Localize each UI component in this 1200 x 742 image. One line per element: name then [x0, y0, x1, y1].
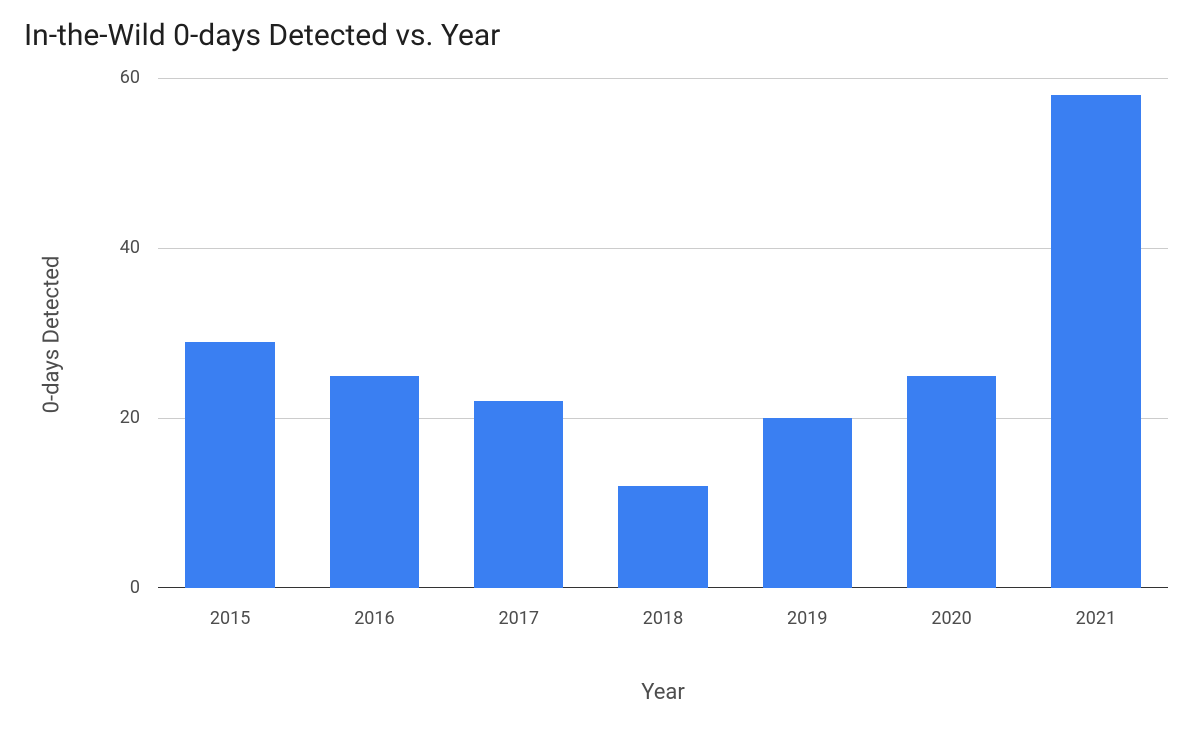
x-tick-label: 2015 — [190, 608, 270, 629]
chart-title: In-the-Wild 0-days Detected vs. Year — [24, 18, 500, 53]
bar — [763, 418, 852, 588]
gridline — [158, 418, 1168, 419]
gridline — [158, 248, 1168, 249]
chart-container: In-the-Wild 0-days Detected vs. Year 0-d… — [0, 0, 1200, 742]
plot-area — [158, 78, 1168, 588]
y-tick-label: 20 — [80, 407, 140, 428]
x-tick-label: 2017 — [479, 608, 559, 629]
y-tick-label: 0 — [80, 577, 140, 598]
bar — [330, 376, 419, 589]
x-tick-label: 2018 — [623, 608, 703, 629]
gridline — [158, 78, 1168, 79]
bar — [907, 376, 996, 589]
x-tick-label: 2019 — [767, 608, 847, 629]
x-tick-label: 2016 — [334, 608, 414, 629]
x-tick-label: 2020 — [912, 608, 992, 629]
bar — [1051, 95, 1140, 588]
x-tick-label: 2021 — [1056, 608, 1136, 629]
y-tick-label: 40 — [80, 237, 140, 258]
bar — [474, 401, 563, 588]
y-axis-label: 0-days Detected — [40, 185, 65, 485]
y-tick-label: 60 — [80, 67, 140, 88]
bar — [185, 342, 274, 589]
x-axis-label: Year — [563, 680, 763, 705]
bar — [618, 486, 707, 588]
